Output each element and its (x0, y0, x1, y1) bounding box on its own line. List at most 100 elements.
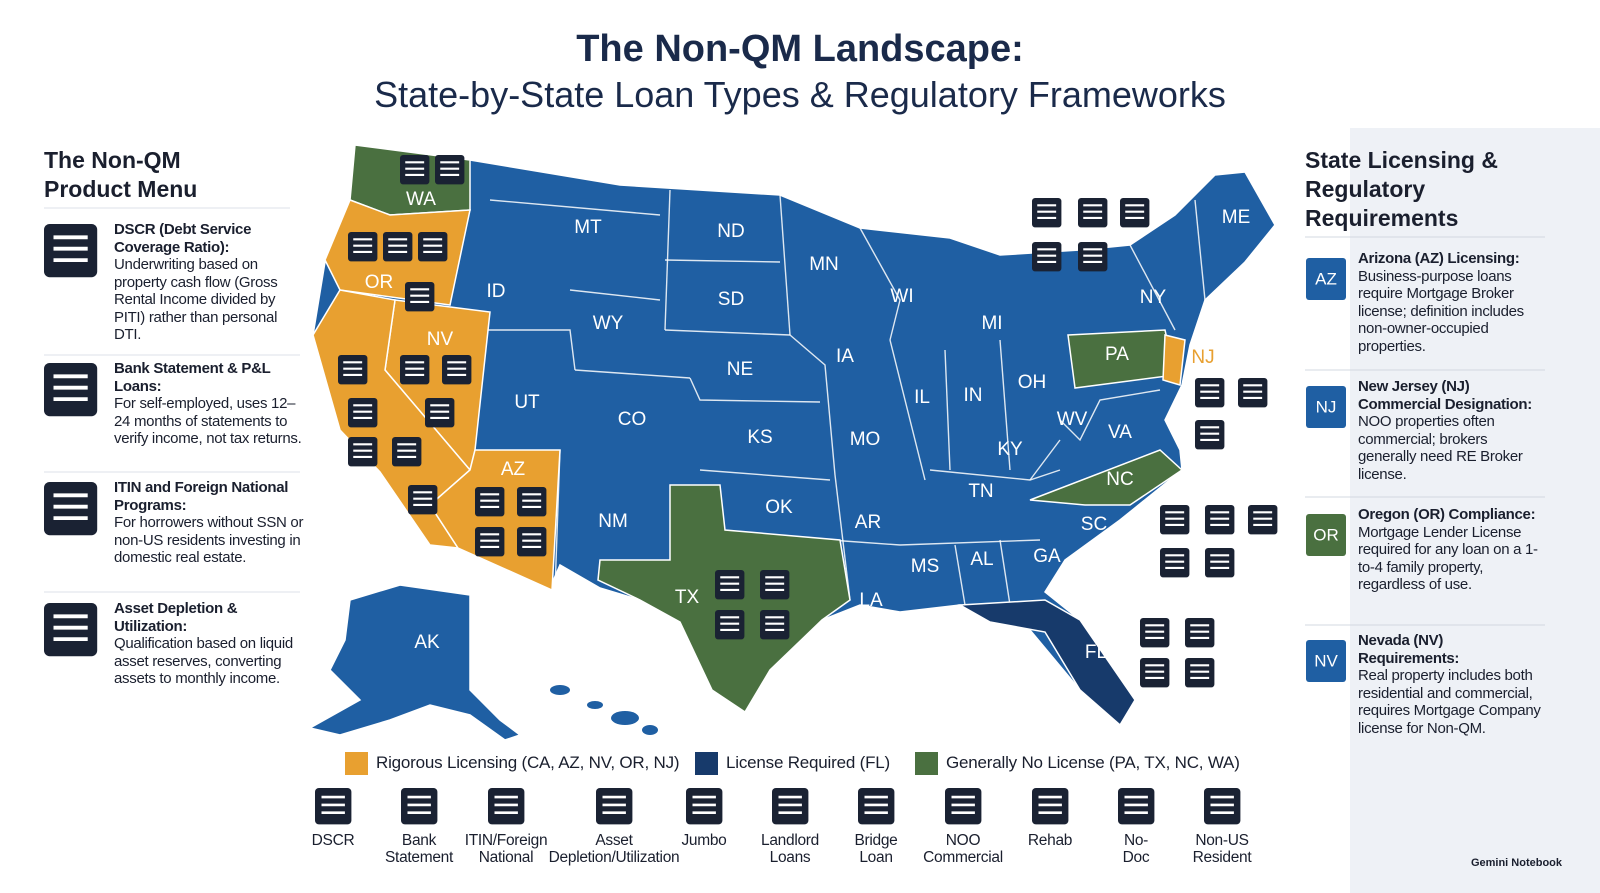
icon-body (425, 398, 455, 428)
legend-label: Generally No License (PA, TX, NC, WA) (946, 753, 1240, 772)
icon (1248, 505, 1278, 535)
state-label: MN (809, 254, 839, 275)
icon-body (1195, 378, 1225, 408)
reg-item: Arizona (AZ) Licensing: Business-purpose … (1358, 250, 1544, 355)
legend-label: License Required (FL) (726, 753, 890, 772)
icon-body (596, 788, 633, 825)
icon-label: No-Doc (1122, 832, 1150, 866)
menu-item: DSCR (Debt Service Coverage Ratio): Under… (114, 221, 306, 344)
state-label: MT (574, 217, 602, 238)
hawaii (550, 685, 570, 695)
state-label: ND (717, 221, 744, 242)
menu-title: The Non-QM Product Menu (44, 147, 198, 202)
icon-body (1032, 788, 1069, 825)
state-border (999, 339, 1011, 471)
icon-body (1185, 618, 1215, 648)
icon (1185, 618, 1215, 648)
icon (1078, 242, 1108, 272)
icon-body (475, 487, 505, 517)
icon-body (1160, 548, 1190, 578)
legend-label: Rigorous Licensing (CA, AZ, NV, OR, NJ) (376, 753, 680, 772)
icon-body (315, 788, 352, 825)
item-text: Qualification based on liquid asset rese… (114, 635, 293, 687)
icon-body (44, 482, 98, 536)
state-label: NM (598, 511, 628, 532)
icon-body (1204, 788, 1241, 825)
item-heading: Bank Statement & P&L Loans: (114, 360, 271, 395)
icon-body (392, 437, 422, 467)
icon (400, 355, 430, 385)
state-border (1129, 244, 1176, 331)
icon (1185, 658, 1215, 688)
state-border (859, 227, 901, 341)
state-label: CO (618, 409, 647, 430)
state-border (664, 259, 781, 263)
menu-item: ITIN and Foreign National Programs: For h… (114, 479, 306, 567)
icon-body (517, 487, 547, 517)
icon-label: Bridge Loan (854, 832, 898, 866)
state-border (1029, 439, 1061, 481)
item-text: Mortgage Lender License required for any… (1358, 523, 1538, 594)
icon (1032, 788, 1069, 825)
icon (401, 788, 438, 825)
icon (1238, 378, 1268, 408)
state-label: TX (675, 587, 700, 608)
state-badge (1306, 386, 1346, 428)
icon (945, 788, 982, 825)
icon-body (1032, 242, 1062, 272)
item-text: Underwriting based on property cash flow… (114, 256, 278, 343)
icon (715, 610, 745, 640)
icon-body (1195, 420, 1225, 450)
item-text: Real property includes both residential … (1358, 667, 1541, 737)
state-label: MS (911, 556, 940, 577)
icon (760, 610, 790, 640)
icon-body (715, 610, 745, 640)
state-label: AR (855, 512, 881, 533)
icon (1205, 548, 1235, 578)
state-label: WI (890, 286, 913, 307)
reg-item: Oregon (OR) Compliance: Mortgage Lender L… (1358, 506, 1544, 594)
badge-label: NV (1314, 651, 1338, 670)
icon-body (686, 788, 723, 825)
state-label: VA (1108, 422, 1132, 443)
item-heading: New Jersey (NJ) Commercial Designation: (1358, 378, 1532, 413)
icon-body (1140, 658, 1170, 688)
state-badge (1306, 258, 1346, 300)
item-heading: Asset Depletion & Utilization: (114, 600, 238, 635)
watermark: Gemini Notebook (1470, 857, 1562, 869)
icon (392, 437, 422, 467)
state-label: MI (981, 313, 1002, 334)
state-label: OH (1018, 372, 1047, 393)
hawaii (587, 701, 603, 709)
hawaii (611, 711, 639, 725)
icon-body (401, 788, 438, 825)
icon (1140, 658, 1170, 688)
item-heading: DSCR (Debt Service Coverage Ratio): (114, 221, 252, 256)
state-label: ME (1222, 207, 1251, 228)
icon (1120, 198, 1150, 228)
icon (1160, 505, 1190, 535)
icon-body (408, 485, 438, 515)
icon (1032, 242, 1062, 272)
state-region (307, 584, 522, 741)
state-label: IL (914, 387, 930, 408)
state-label: IN (964, 385, 983, 406)
icon-label: Asset Depletion/Utilization (548, 832, 680, 866)
icon-body (338, 355, 368, 385)
state-label: NJ (1191, 347, 1214, 368)
state-label: FL (1085, 642, 1107, 663)
state-label: WY (593, 313, 624, 334)
icon-body (44, 224, 98, 278)
icon-label: Non-US Resident (1192, 832, 1252, 866)
icon-body (1248, 505, 1278, 535)
icon (44, 482, 98, 536)
item-text: For self-employed, uses 12–24 months of … (114, 395, 302, 447)
state-border (480, 329, 576, 371)
state-border (699, 469, 831, 481)
item-text: For horrowers without SSN or non-US resi… (114, 514, 304, 566)
legend-swatch (915, 752, 938, 775)
state-border (954, 544, 966, 606)
icon-body (858, 788, 895, 825)
state-border (889, 339, 926, 481)
